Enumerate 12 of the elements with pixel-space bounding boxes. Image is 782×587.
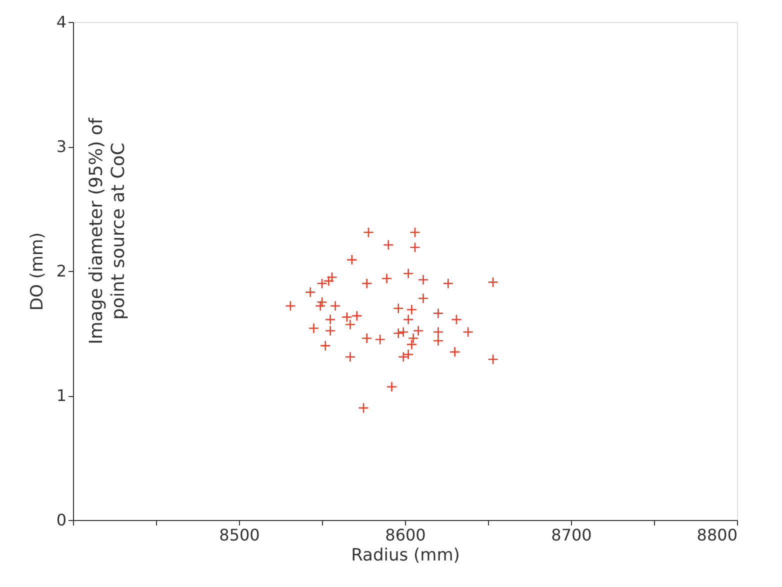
y-tick-label: 0 [56, 510, 66, 530]
x-axis-title: Radius (mm) [351, 546, 460, 566]
y-tick-label: 2 [56, 262, 66, 280]
y-tick-label: 1 [56, 386, 66, 405]
x-tick-label: 8800 [696, 526, 738, 544]
y-tick-label: 3 [56, 137, 66, 156]
y-tick-label: 4 [56, 12, 66, 32]
y-axis-title: DO (mm) [27, 232, 48, 311]
x-tick-label: 8600 [385, 526, 426, 544]
annotation: Image diameter (95%) of point source at CoC [86, 117, 129, 344]
x-tick-label: 8500 [219, 526, 260, 544]
x-tick-label: 8700 [551, 526, 592, 544]
